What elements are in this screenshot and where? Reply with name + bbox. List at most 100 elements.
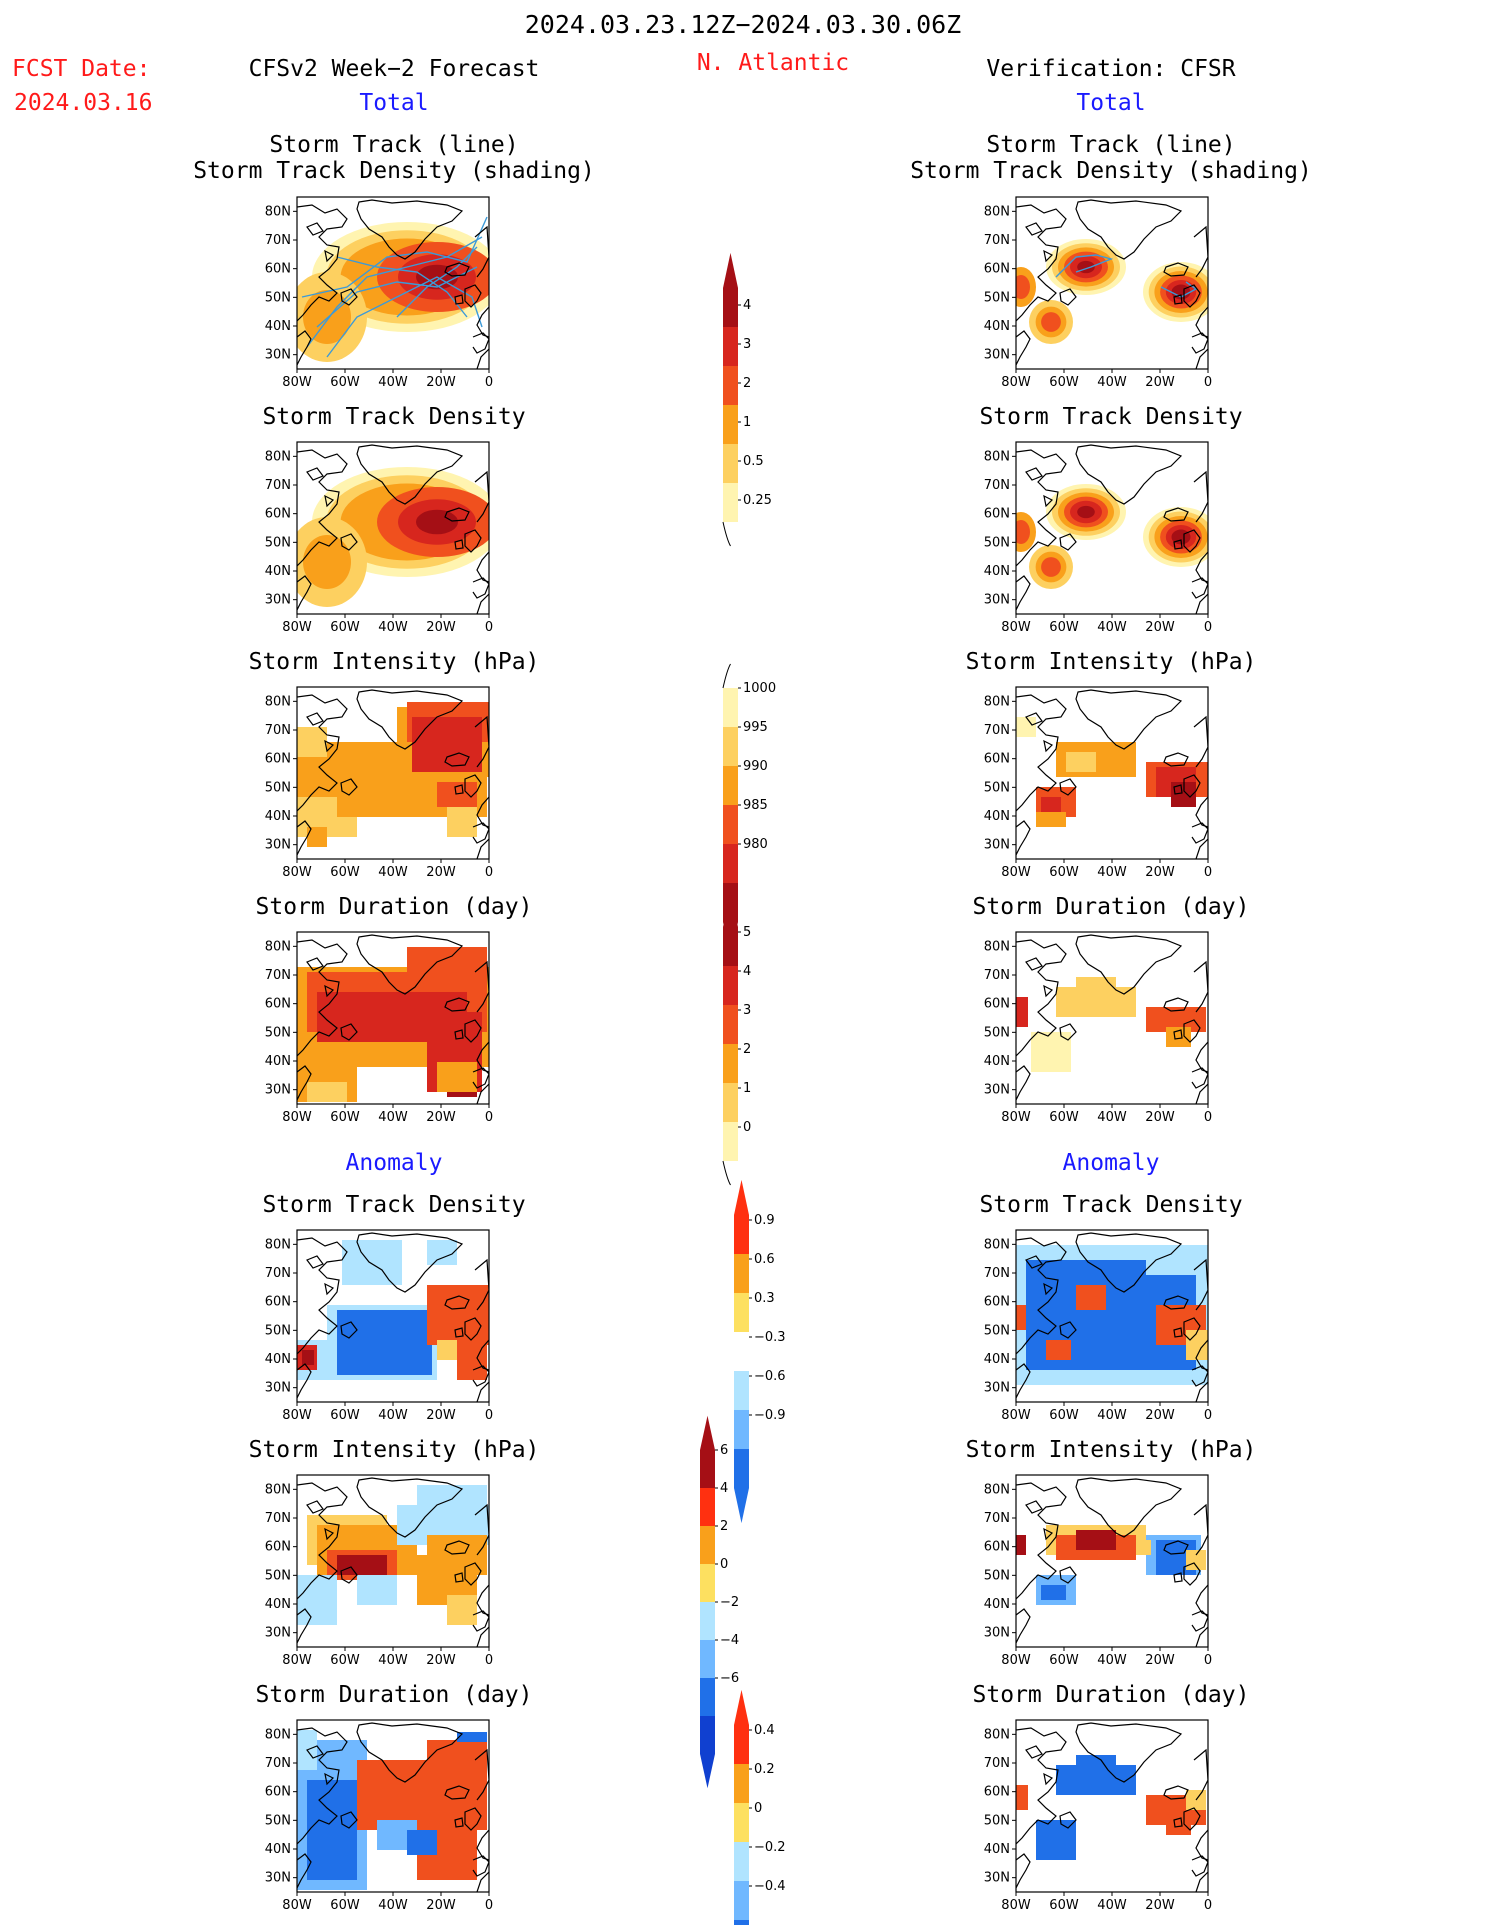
storm-track-line bbox=[326, 276, 483, 358]
colorbar-label: 0.2 bbox=[754, 1762, 775, 1777]
coastline bbox=[1016, 204, 1067, 322]
forecast-intensity-map: 80W 60W 40W 20W 0 80N 70N 60N 50N 40N 30N bbox=[265, 686, 493, 880]
y-tick-label: 70N bbox=[265, 1266, 291, 1281]
x-tick-label: 0 bbox=[485, 1653, 493, 1668]
coastline bbox=[1075, 1722, 1183, 1783]
colorbar-label: 3 bbox=[743, 337, 751, 352]
colorbar-label: 985 bbox=[743, 798, 768, 813]
x-tick-label: 0 bbox=[485, 1898, 493, 1913]
coastline bbox=[297, 1065, 312, 1101]
coastline bbox=[476, 593, 489, 614]
coastline bbox=[306, 1745, 324, 1759]
x-tick-label: 20W bbox=[1145, 1408, 1175, 1423]
coastline bbox=[340, 533, 358, 551]
grid-cell bbox=[417, 1485, 487, 1515]
coastline bbox=[1195, 838, 1208, 859]
grid-cell bbox=[447, 1595, 477, 1625]
coastline bbox=[474, 1258, 489, 1311]
coastline bbox=[1016, 1363, 1031, 1399]
panel-title-left-4: Storm Duration (day) bbox=[255, 894, 533, 920]
map-content bbox=[297, 1230, 489, 1402]
x-tick-label: 20W bbox=[426, 865, 456, 880]
map-content bbox=[297, 442, 489, 614]
colorbar-segment bbox=[723, 444, 738, 483]
storm-track-line bbox=[396, 246, 478, 318]
coastline bbox=[1191, 332, 1208, 354]
x-tick-label: 0 bbox=[485, 1408, 493, 1423]
grid-cell bbox=[407, 1830, 437, 1855]
y-tick-label: 50N bbox=[984, 1025, 1010, 1040]
coastline bbox=[464, 1019, 482, 1043]
x-tick-label: 80W bbox=[282, 1110, 312, 1125]
colorbar-label: 0.6 bbox=[754, 1252, 775, 1267]
coastline bbox=[474, 225, 489, 278]
map-content bbox=[297, 932, 489, 1104]
coastline bbox=[1043, 984, 1054, 998]
coastline bbox=[1163, 1540, 1189, 1555]
region-title: N. Atlantic bbox=[696, 50, 850, 76]
colorbar: 0.9 0.6 0.3 −0.3 −0.6 −0.9 bbox=[734, 1179, 786, 1524]
x-tick-label: 80W bbox=[1001, 1898, 1031, 1913]
x-tick-label: 60W bbox=[330, 1653, 360, 1668]
colorbar-segment bbox=[700, 1564, 715, 1602]
x-tick-label: 60W bbox=[1049, 1408, 1079, 1423]
y-tick-label: 30N bbox=[984, 1626, 1010, 1641]
panel-title-right-3: Storm Intensity (hPa) bbox=[965, 649, 1257, 675]
grid-cell bbox=[1041, 1585, 1066, 1600]
coastline bbox=[1195, 348, 1208, 369]
x-tick-label: 0 bbox=[485, 375, 493, 390]
y-tick-label: 60N bbox=[265, 1785, 291, 1800]
coastline bbox=[1173, 1327, 1183, 1338]
y-tick-label: 50N bbox=[984, 290, 1010, 305]
coastline bbox=[1183, 774, 1201, 798]
map-content bbox=[297, 1720, 489, 1892]
coastline bbox=[1195, 1626, 1208, 1647]
colorbar-segment bbox=[723, 927, 738, 966]
y-tick-label: 40N bbox=[984, 564, 1010, 579]
density-contour bbox=[1077, 505, 1095, 519]
coastline bbox=[1043, 1772, 1054, 1786]
coastline bbox=[454, 1572, 464, 1583]
colorbar-label: 4 bbox=[720, 1481, 728, 1496]
coastline bbox=[306, 957, 324, 971]
coastline bbox=[356, 1477, 464, 1538]
y-tick-label: 50N bbox=[265, 1025, 291, 1040]
coastline bbox=[1043, 1527, 1054, 1541]
grid-cell bbox=[337, 817, 357, 837]
coastline bbox=[1191, 1067, 1208, 1089]
colorbar: 4 3 2 1 0.5 0.25 bbox=[722, 252, 772, 547]
coastline bbox=[444, 997, 470, 1012]
y-tick-label: 30N bbox=[984, 1083, 1010, 1098]
coastline bbox=[472, 822, 489, 844]
x-tick-label: 40W bbox=[378, 1653, 408, 1668]
x-tick-label: 20W bbox=[1145, 1898, 1175, 1913]
density-contour bbox=[416, 509, 458, 535]
colorbar-segment bbox=[734, 1293, 749, 1332]
coastline bbox=[1183, 529, 1201, 553]
coastline bbox=[454, 784, 464, 795]
x-tick-label: 40W bbox=[378, 1898, 408, 1913]
y-tick-label: 60N bbox=[265, 997, 291, 1012]
coastline bbox=[297, 820, 312, 856]
y-tick-label: 70N bbox=[984, 1756, 1010, 1771]
verification-storm-track-map: 80W 60W 40W 20W 0 80N 70N 60N 50N 40N 30N bbox=[984, 196, 1212, 390]
grid-cell bbox=[302, 1350, 314, 1365]
coastline bbox=[356, 934, 464, 995]
panel-title-right-1b: Storm Track Density (shading) bbox=[910, 158, 1312, 184]
grid-cell bbox=[337, 1310, 432, 1375]
grid-cell bbox=[427, 1740, 487, 1760]
grid-cell bbox=[1036, 812, 1066, 827]
y-tick-label: 80N bbox=[265, 204, 291, 219]
y-tick-label: 60N bbox=[265, 1540, 291, 1555]
colorbar-label: −0.4 bbox=[754, 1879, 786, 1894]
y-tick-label: 50N bbox=[265, 290, 291, 305]
y-tick-label: 40N bbox=[984, 319, 1010, 334]
forecast-storm-track-map: 80W 60W 40W 20W 0 80N 70N 60N 50N 40N 30N bbox=[265, 196, 493, 390]
colorbar-label: 6 bbox=[720, 1443, 728, 1458]
x-tick-label: 0 bbox=[1204, 1653, 1212, 1668]
forecast-title: CFSv2 Week−2 Forecast bbox=[248, 56, 540, 82]
x-tick-label: 40W bbox=[1097, 1408, 1127, 1423]
grid-cell bbox=[1046, 1340, 1071, 1360]
colorbar-label: 0 bbox=[720, 1557, 728, 1572]
colorbar-segment bbox=[723, 1083, 738, 1122]
